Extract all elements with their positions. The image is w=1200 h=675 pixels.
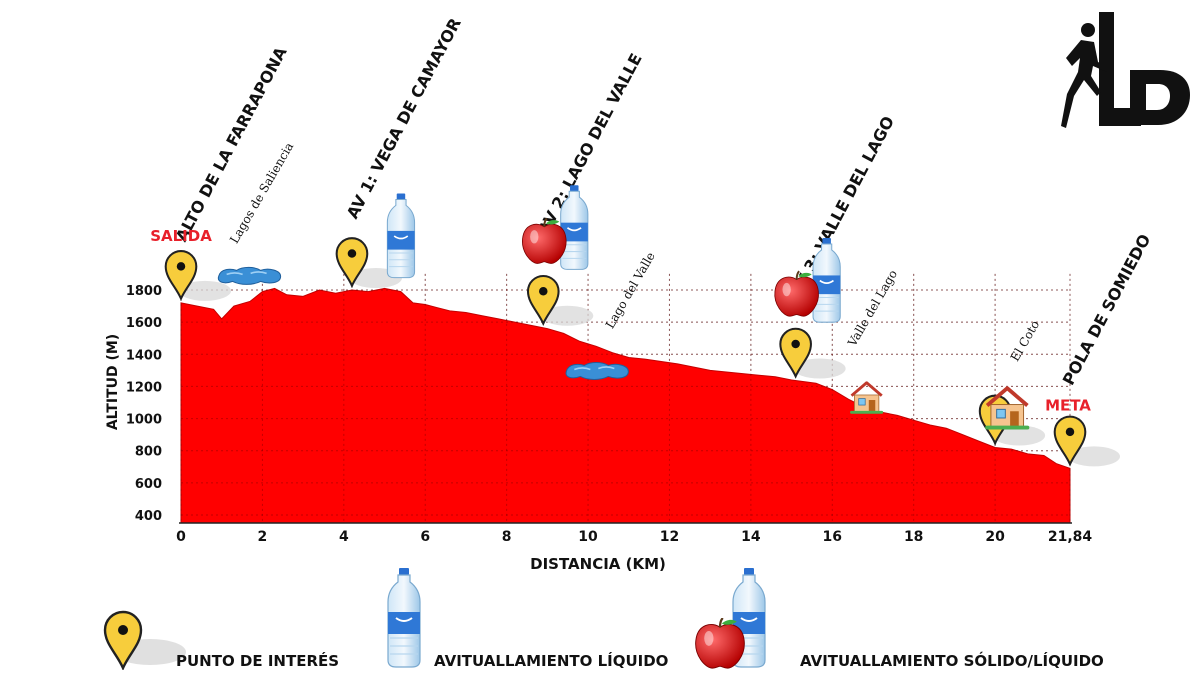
- chart-legend: PUNTO DE INTERÉS AVITUALLAMIENTO LÍQUIDO…: [103, 568, 1104, 670]
- y-tick-label: 400: [135, 509, 162, 524]
- legend-label-poi: PUNTO DE INTERÉS: [176, 651, 339, 670]
- x-tick-label: 18: [904, 529, 923, 545]
- x-tick-label: 10: [578, 529, 598, 545]
- x-tick-label: 2: [258, 529, 268, 545]
- y-axis-label: ALTITUD (M): [105, 334, 121, 430]
- y-tick-label: 600: [135, 477, 162, 492]
- pin-shadow: [993, 425, 1046, 446]
- place-label: Valle del Lago: [845, 268, 901, 350]
- house-icon: [983, 386, 1032, 431]
- water-bottle-icon: [387, 568, 421, 668]
- x-tick-label: 0: [176, 529, 186, 545]
- x-tick-label: 8: [502, 529, 512, 545]
- x-axis-label: DISTANCIA (KM): [530, 555, 666, 573]
- x-tick-label: 6: [420, 529, 430, 545]
- poi-label: POLA DE SOMIEDO: [1059, 231, 1155, 388]
- y-tick-label: 1800: [126, 284, 162, 299]
- start-label: SALIDA: [150, 227, 212, 245]
- x-tick-label: 12: [660, 529, 679, 545]
- elevation-area: [180, 287, 1071, 524]
- apple-icon: [521, 217, 568, 265]
- x-tick-label: 4: [339, 529, 349, 545]
- place-label: El Coto: [1008, 318, 1043, 364]
- y-tick-label: 1200: [126, 380, 162, 395]
- x-tick-label: 14: [741, 529, 761, 545]
- poi-label: AV 3: VALLE DEL LAGO: [786, 113, 898, 300]
- finish-label: META: [1045, 396, 1091, 414]
- water-bottle-icon: [386, 192, 416, 279]
- pin-shadow: [793, 358, 846, 379]
- pin-shadow: [179, 280, 231, 301]
- axis-tick-labels: 0 2 4 6 8 10 12 14 16 18 20 21,84 1800 1600 1400 1200 10…: [126, 284, 1093, 545]
- poi-label: AV 2: LAGO DEL VALLE: [534, 50, 646, 237]
- place-label: Lagos de Saliencia: [227, 140, 296, 246]
- poi-label: AV 1: VEGA DE CAMAYOR: [343, 15, 465, 222]
- x-tick-label: 16: [823, 529, 842, 545]
- lb-runner-logo: [1061, 12, 1190, 128]
- y-tick-label: 1600: [126, 316, 162, 331]
- elevation-area-layer: [180, 273, 1071, 524]
- y-tick-label: 800: [135, 445, 162, 460]
- x-tick-label: 20: [985, 529, 1005, 545]
- lake-icon: [565, 361, 630, 381]
- y-tick-label: 1400: [126, 348, 162, 363]
- x-tick-label: 21,84: [1048, 529, 1093, 545]
- legend-label-solid-liquid: AVITUALLAMIENTO SÓLIDO/LÍQUIDO: [800, 651, 1104, 670]
- lake-icon: [217, 266, 282, 286]
- legend-label-liquid: AVITUALLAMIENTO LÍQUIDO: [434, 651, 668, 670]
- pin-shadow: [1068, 446, 1120, 467]
- poi-label: ALTO DE LA FARRAPONA: [172, 43, 291, 245]
- pin-shadow: [541, 305, 594, 326]
- house-icon: [848, 381, 885, 415]
- y-tick-label: 1000: [126, 413, 162, 428]
